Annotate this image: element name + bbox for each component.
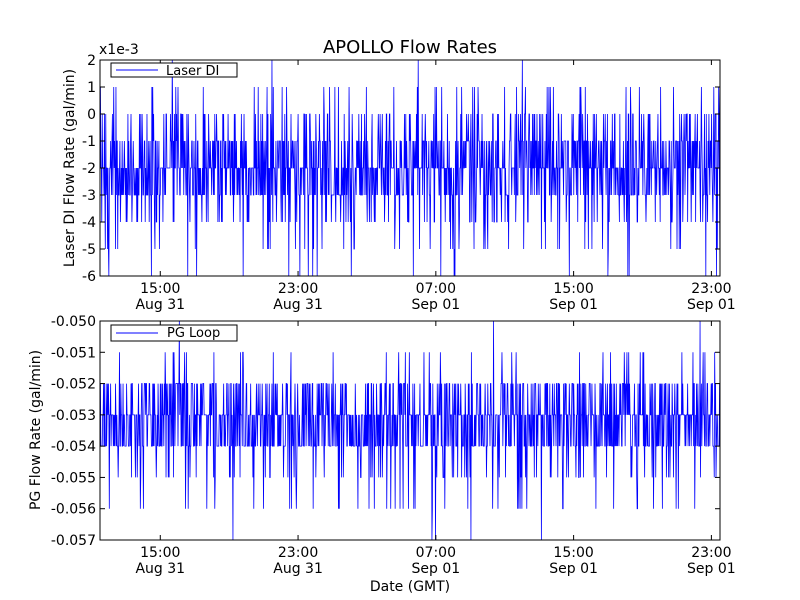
x-axis-label: Date (GMT) <box>370 579 450 595</box>
pg-panel: PG Flow Rate (gal/min) -0.050-0.051-0.05… <box>28 314 736 577</box>
x-tick-time-label: 15:00 <box>140 545 180 561</box>
pg-plot-area <box>100 321 720 540</box>
x-tick-time-label: 23:00 <box>278 545 318 561</box>
x-tick-time-label: 15:00 <box>553 281 593 297</box>
laser-legend: Laser DI <box>110 62 238 79</box>
x-tick-time-label: 23:00 <box>278 281 318 297</box>
x-tick-time-label: 15:00 <box>140 281 180 297</box>
y-tick-label: -0.053 <box>51 408 96 424</box>
x-tick-date-label: Sep 01 <box>412 561 461 577</box>
y-tick-label: 1 <box>87 80 96 96</box>
x-tick-date-label: Aug 31 <box>273 297 323 313</box>
pg-y-axis-label: PG Flow Rate (gal/min) <box>28 350 44 510</box>
y-tick-label: -0.052 <box>51 377 96 393</box>
pg-y-ticks: -0.050 -0.051 -0.052 -0.053 -0.054 -0.055 -0.0… <box>51 314 720 549</box>
x-tick-time-label: 23:00 <box>691 281 731 297</box>
series-line <box>100 60 720 276</box>
x-tick-time-label: 07:00 <box>416 281 456 297</box>
pg-legend-box <box>110 324 238 342</box>
pg-legend: PG Loop <box>110 324 238 342</box>
laser-axes-frame <box>99 59 721 277</box>
x-tick-date-label: Aug 31 <box>135 561 185 577</box>
pg-legend-label: PG Loop <box>167 326 220 341</box>
y-tick-label: -5 <box>82 242 96 258</box>
y-tick-label: -0.051 <box>51 345 96 361</box>
y-tick-label: -0.050 <box>51 314 96 330</box>
laser-legend-box <box>110 62 238 78</box>
laser-panel: x1e-3 Laser DI Flow Rate (gal/min) 2 1 0 -1… <box>62 42 736 313</box>
y-tick-label: -2 <box>82 161 96 177</box>
y-tick-label: -1 <box>82 134 96 150</box>
x-tick-date-label: Aug 31 <box>273 561 323 577</box>
x-tick-time-label: 23:00 <box>691 545 731 561</box>
y-tick-label: 2 <box>87 53 96 69</box>
x-tick-date-label: Aug 31 <box>135 297 185 313</box>
x-tick-time-label: 15:00 <box>553 545 593 561</box>
y-tick-label: 0 <box>87 107 96 123</box>
x-tick-date-label: Sep 01 <box>412 297 461 313</box>
y-tick-label: -4 <box>82 215 96 231</box>
laser-plot-area <box>100 60 720 276</box>
y-tick-label: -3 <box>82 188 96 204</box>
y-tick-label: -0.054 <box>51 439 96 455</box>
series-line <box>100 321 720 540</box>
chart-title: APOLLO Flow Rates <box>323 37 497 58</box>
y-tick-label: -0.056 <box>51 502 96 518</box>
y-tick-label: -0.057 <box>51 533 96 549</box>
x-tick-date-label: Sep 01 <box>549 561 598 577</box>
laser-offset-text: x1e-3 <box>99 42 139 58</box>
x-tick-date-label: Sep 01 <box>549 297 598 313</box>
y-tick-label: -0.055 <box>51 470 96 486</box>
pg-axes-frame <box>99 320 721 541</box>
x-tick-date-label: Sep 01 <box>687 297 736 313</box>
y-tick-label: -6 <box>82 269 96 285</box>
laser-y-axis-label: Laser DI Flow Rate (gal/min) <box>62 69 78 267</box>
laser-y-ticks: 2 1 0 -1 -2 -3 -4 -5 -6 <box>82 53 720 285</box>
x-tick-date-label: Sep 01 <box>687 561 736 577</box>
laser-legend-label: Laser DI <box>166 64 219 79</box>
x-tick-time-label: 07:00 <box>416 545 456 561</box>
